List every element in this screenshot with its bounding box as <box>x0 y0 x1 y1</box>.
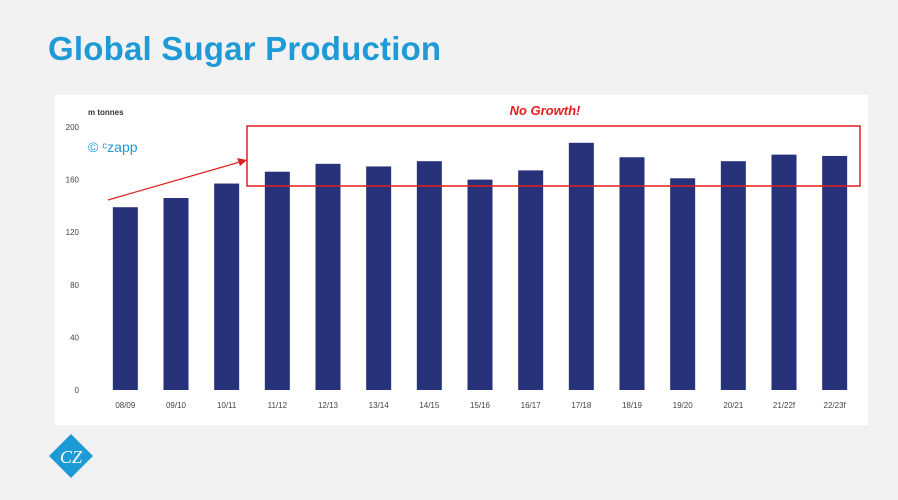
bar-16-17 <box>518 170 544 390</box>
no-growth-annotation: No Growth! <box>510 103 581 118</box>
bar-14-15 <box>416 161 442 390</box>
bar-10-11 <box>214 183 240 390</box>
x-tick-label: 09/10 <box>166 401 187 410</box>
x-tick-label: 15/16 <box>470 401 491 410</box>
cz-logo-text: CZ <box>60 447 83 467</box>
trend-arrow <box>107 161 241 201</box>
y-axis-label: m tonnes <box>88 108 124 117</box>
x-tick-label: 11/12 <box>268 401 288 410</box>
x-tick-label: 08/09 <box>115 401 136 410</box>
bar-15-16 <box>467 179 493 390</box>
x-tick-label: 12/13 <box>318 401 339 410</box>
x-tick-label: 16/17 <box>521 401 542 410</box>
y-tick-label: 0 <box>75 386 80 395</box>
trend-arrowhead <box>237 158 247 166</box>
watermark: © ᶜzapp <box>88 139 138 155</box>
bar-11-12 <box>264 171 290 390</box>
no-growth-box <box>246 125 861 187</box>
y-tick-label: 40 <box>70 333 79 342</box>
y-axis: 0 40 80 120 160 200 <box>66 123 80 395</box>
x-tick-label: 21/22f <box>773 401 796 410</box>
y-tick-label: 200 <box>66 123 80 132</box>
bar-08-09 <box>112 207 138 390</box>
cz-logo: CZ <box>49 434 93 478</box>
y-tick-label: 120 <box>66 228 80 237</box>
x-tick-label: 20/21 <box>723 401 744 410</box>
x-axis: 08/09 09/10 10/11 11/12 12/13 13/14 14/15 15/16… <box>115 401 846 410</box>
bar-09-10 <box>163 198 189 390</box>
y-tick-label: 80 <box>70 281 79 290</box>
x-tick-label: 18/19 <box>622 401 643 410</box>
x-tick-label: 17/18 <box>571 401 592 410</box>
bar-22-23f <box>822 155 848 390</box>
bars <box>112 142 848 390</box>
y-tick-label: 160 <box>66 176 80 185</box>
x-tick-label: 22/23f <box>824 401 847 410</box>
x-tick-label: 19/20 <box>673 401 694 410</box>
x-tick-label: 10/11 <box>217 401 237 410</box>
bar-20-21 <box>720 161 746 390</box>
slide-title: Global Sugar Production <box>48 30 442 67</box>
bar-21-22f <box>771 154 797 390</box>
bar-12-13 <box>315 163 341 390</box>
bar-13-14 <box>366 166 392 390</box>
bar-18-19 <box>619 157 645 390</box>
bar-19-20 <box>670 178 696 390</box>
x-tick-label: 14/15 <box>419 401 440 410</box>
x-tick-label: 13/14 <box>369 401 390 410</box>
bar-17-18 <box>568 142 594 390</box>
